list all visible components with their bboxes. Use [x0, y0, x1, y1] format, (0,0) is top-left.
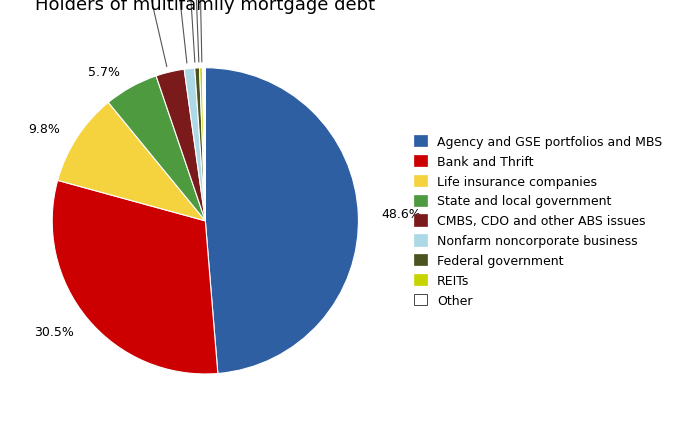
Wedge shape [195, 69, 205, 221]
Text: 1.1%: 1.1% [160, 0, 192, 64]
Wedge shape [52, 181, 218, 374]
Text: 0.3%: 0.3% [184, 0, 216, 63]
Wedge shape [58, 103, 205, 221]
Text: 48.6%: 48.6% [381, 207, 421, 220]
Wedge shape [184, 69, 205, 221]
Wedge shape [205, 69, 358, 374]
Text: 30.5%: 30.5% [34, 325, 74, 338]
Text: 9.8%: 9.8% [29, 123, 61, 136]
Wedge shape [203, 69, 205, 221]
Text: 3.0%: 3.0% [132, 0, 167, 67]
Wedge shape [200, 69, 205, 221]
Wedge shape [156, 70, 205, 221]
Text: 5.7%: 5.7% [88, 66, 120, 79]
Title: Holders of multifamily mortgage debt: Holders of multifamily mortgage debt [35, 0, 375, 13]
Text: 0.3%: 0.3% [179, 0, 211, 63]
Text: 0.5%: 0.5% [172, 0, 204, 63]
Wedge shape [109, 77, 205, 221]
Legend: Agency and GSE portfolios and MBS, Bank and Thrift, Life insurance companies, St: Agency and GSE portfolios and MBS, Bank … [411, 132, 666, 311]
